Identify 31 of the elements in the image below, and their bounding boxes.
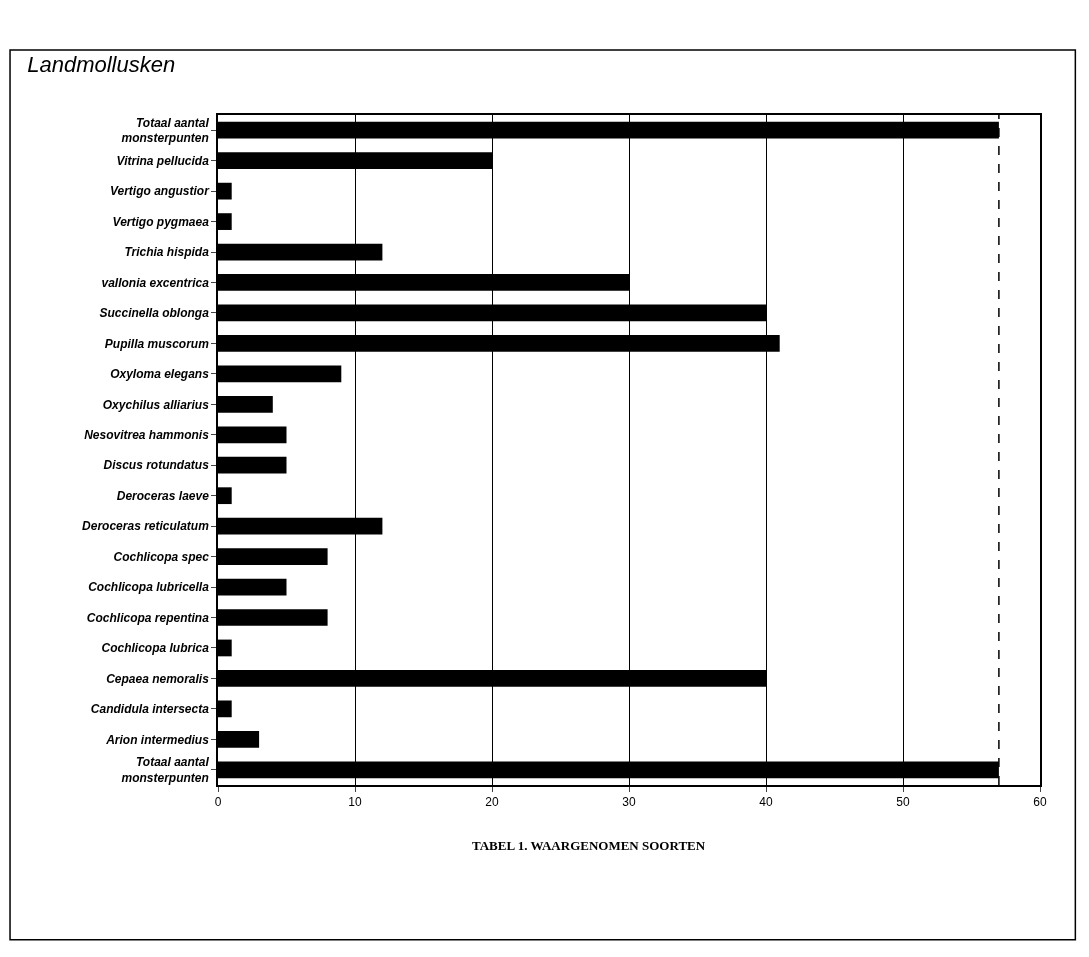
y-tick-label: Cochlicopa lubricella — [88, 580, 210, 595]
y-tick-label: Vitrina pellucida — [116, 153, 210, 168]
y-tick-label: Pupilla muscorum — [104, 336, 210, 351]
y-tick-label: Trichia hispida — [124, 245, 210, 260]
y-tick-label: Arion intermedius — [105, 732, 210, 747]
y-tick-label: Deroceras laeve — [116, 488, 210, 503]
x-tick-label: 20 — [485, 795, 499, 810]
x-tick-label: 50 — [896, 795, 910, 810]
x-tick-label: 40 — [759, 795, 773, 810]
y-tick-label: vallonia excentrica — [101, 275, 210, 290]
y-tick-label: Cochlicopa repentina — [86, 610, 210, 625]
y-tick-label: Succinella oblonga — [99, 306, 210, 321]
text: TABEL 1. WAARGENOMEN SOORTEN — [472, 838, 706, 853]
y-tick-label: Oxychilus alliarius — [102, 397, 210, 412]
y-tick-label: Discus rotundatus — [103, 458, 210, 473]
y-tick-label: Oxyloma elegans — [110, 367, 210, 382]
x-tick-label: 0 — [214, 795, 222, 810]
y-tick-label: Deroceras reticulatum — [82, 519, 210, 534]
chart-title: Landmollusken — [27, 51, 176, 77]
y-tick-label: Cochlicopa lubrica — [101, 641, 210, 656]
y-tick-label: Cepaea nemoralis — [106, 671, 210, 686]
y-tick-label: Totaal aantal monsterpunten — [121, 115, 210, 146]
x-tick-label: 30 — [622, 795, 636, 810]
y-tick-label: Nesovitrea hammonis — [84, 427, 210, 442]
y-tick-label: Cochlicopa spec — [113, 549, 210, 564]
x-tick-label: 60 — [1033, 795, 1047, 810]
y-tick-label: Vertigo angustior — [109, 184, 211, 199]
x-tick-label: 10 — [348, 795, 362, 810]
y-tick-label: Candidula intersecta — [90, 702, 210, 717]
y-tick-label: Vertigo pygmaea — [112, 214, 210, 229]
y-tick-label: Totaal aantal monsterpunten — [121, 755, 210, 785]
